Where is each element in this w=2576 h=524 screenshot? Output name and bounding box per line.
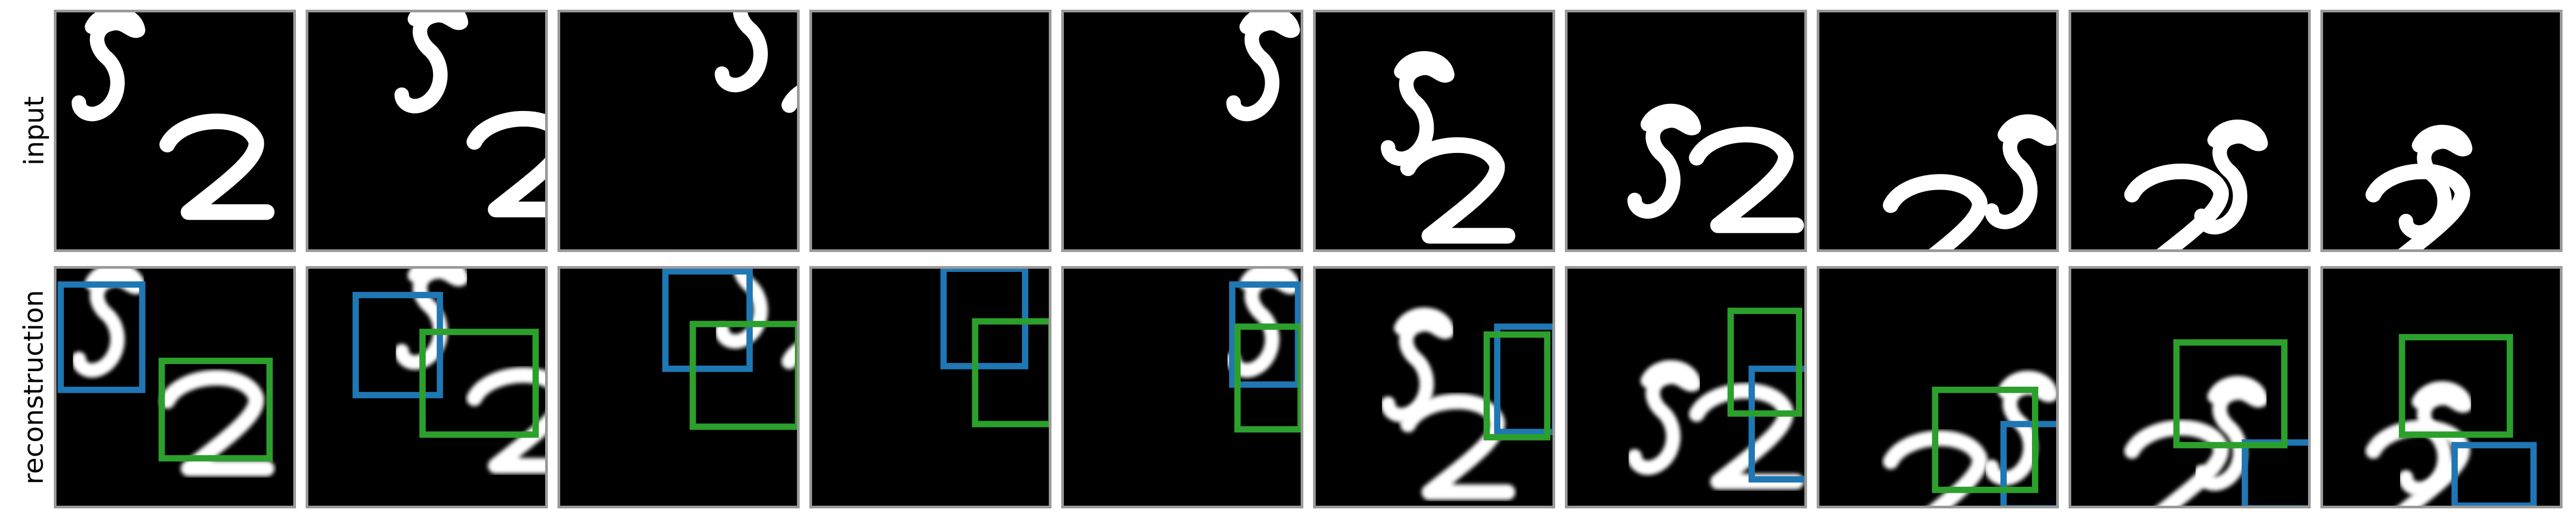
reconstruction-frame-6 xyxy=(1313,266,1555,508)
digit-2-strokes xyxy=(159,114,275,220)
digit-5-strokes xyxy=(2194,120,2268,235)
input-frame-8 xyxy=(1817,10,2059,252)
digit-2-strokes xyxy=(1689,127,1804,233)
digit-5-strokes xyxy=(394,12,468,114)
digit-2-bounding-box xyxy=(1483,331,1551,441)
digit-5-strokes xyxy=(1226,12,1300,122)
reconstruction-frame-5 xyxy=(1061,266,1303,508)
digit-2-strokes xyxy=(2124,420,2229,506)
digit-2-bounding-box xyxy=(1234,323,1301,433)
reconstruction-frame-4 xyxy=(809,266,1051,508)
digit-5-strokes xyxy=(2194,376,2268,491)
digit-5-strokes xyxy=(72,12,145,122)
digit-2-bounding-box xyxy=(1727,308,1803,417)
digit-5-bounding-box xyxy=(940,269,1028,369)
digit-5-bounding-box xyxy=(662,269,753,372)
digit-2-strokes xyxy=(2365,420,2471,506)
digit-2-bounding-box xyxy=(158,358,273,462)
digit-5-strokes xyxy=(1984,114,2056,229)
digit-5-strokes xyxy=(715,12,768,93)
digit-5-bounding-box xyxy=(2241,439,2308,506)
reconstruction-frame-8 xyxy=(1817,266,2059,508)
digit-5-bounding-box xyxy=(57,281,146,393)
digit-2-strokes xyxy=(1882,430,1988,506)
digit-2-strokes xyxy=(466,367,545,474)
digit-5-bounding-box xyxy=(1494,323,1552,435)
digit-2-strokes xyxy=(2365,163,2471,249)
digit-2-bounding-box xyxy=(419,329,539,438)
input-frame-5 xyxy=(1061,10,1303,252)
input-frame-4 xyxy=(809,10,1051,252)
digit-5-strokes xyxy=(1627,360,1702,476)
input-frame-9 xyxy=(2069,10,2311,252)
digit-2-bounding-box xyxy=(972,318,1049,428)
digit-2-bounding-box xyxy=(689,320,797,430)
input-frame-3 xyxy=(557,10,800,252)
digit-5-bounding-box xyxy=(1748,365,1804,483)
reconstruction-frame-2 xyxy=(306,266,548,508)
input-frame-7 xyxy=(1565,10,1807,252)
digit-5-bounding-box xyxy=(2451,442,2537,506)
digit-5-strokes xyxy=(72,269,145,378)
reconstruction-frame-1 xyxy=(54,266,296,508)
digit-2-strokes xyxy=(1400,394,1515,500)
digit-2-bounding-box xyxy=(1932,387,2038,493)
reconstruction-frame-9 xyxy=(2069,266,2311,508)
row-label-input-text: input xyxy=(18,96,50,166)
input-frame-2 xyxy=(306,10,548,252)
digit-2-strokes xyxy=(1400,137,1515,244)
row-label-reconstruction-text: reconstruction xyxy=(18,290,50,485)
digit-2-bounding-box xyxy=(2173,339,2288,449)
reconstruction-frame-10 xyxy=(2320,266,2563,508)
digit-2-strokes xyxy=(1689,383,1804,490)
digit-2-strokes xyxy=(1882,174,1988,249)
digit-2-bounding-box xyxy=(2398,334,2513,438)
reconstruction-frame-7 xyxy=(1565,266,1807,508)
digit-5-strokes xyxy=(394,269,468,370)
input-frame-6 xyxy=(1313,10,1555,252)
digit-2-strokes xyxy=(2124,163,2229,249)
digit-2-strokes xyxy=(159,370,275,477)
input-frame-1 xyxy=(54,10,296,252)
input-frame-10 xyxy=(2320,10,2563,252)
digit-2-strokes xyxy=(781,86,797,113)
reconstruction-frame-3 xyxy=(557,266,800,508)
digit-5-bounding-box xyxy=(352,292,443,399)
digit-5-strokes xyxy=(1984,371,2056,486)
digit-5-strokes xyxy=(1226,269,1300,378)
digit-5-strokes xyxy=(1627,103,1702,219)
digit-2-strokes xyxy=(466,111,545,218)
